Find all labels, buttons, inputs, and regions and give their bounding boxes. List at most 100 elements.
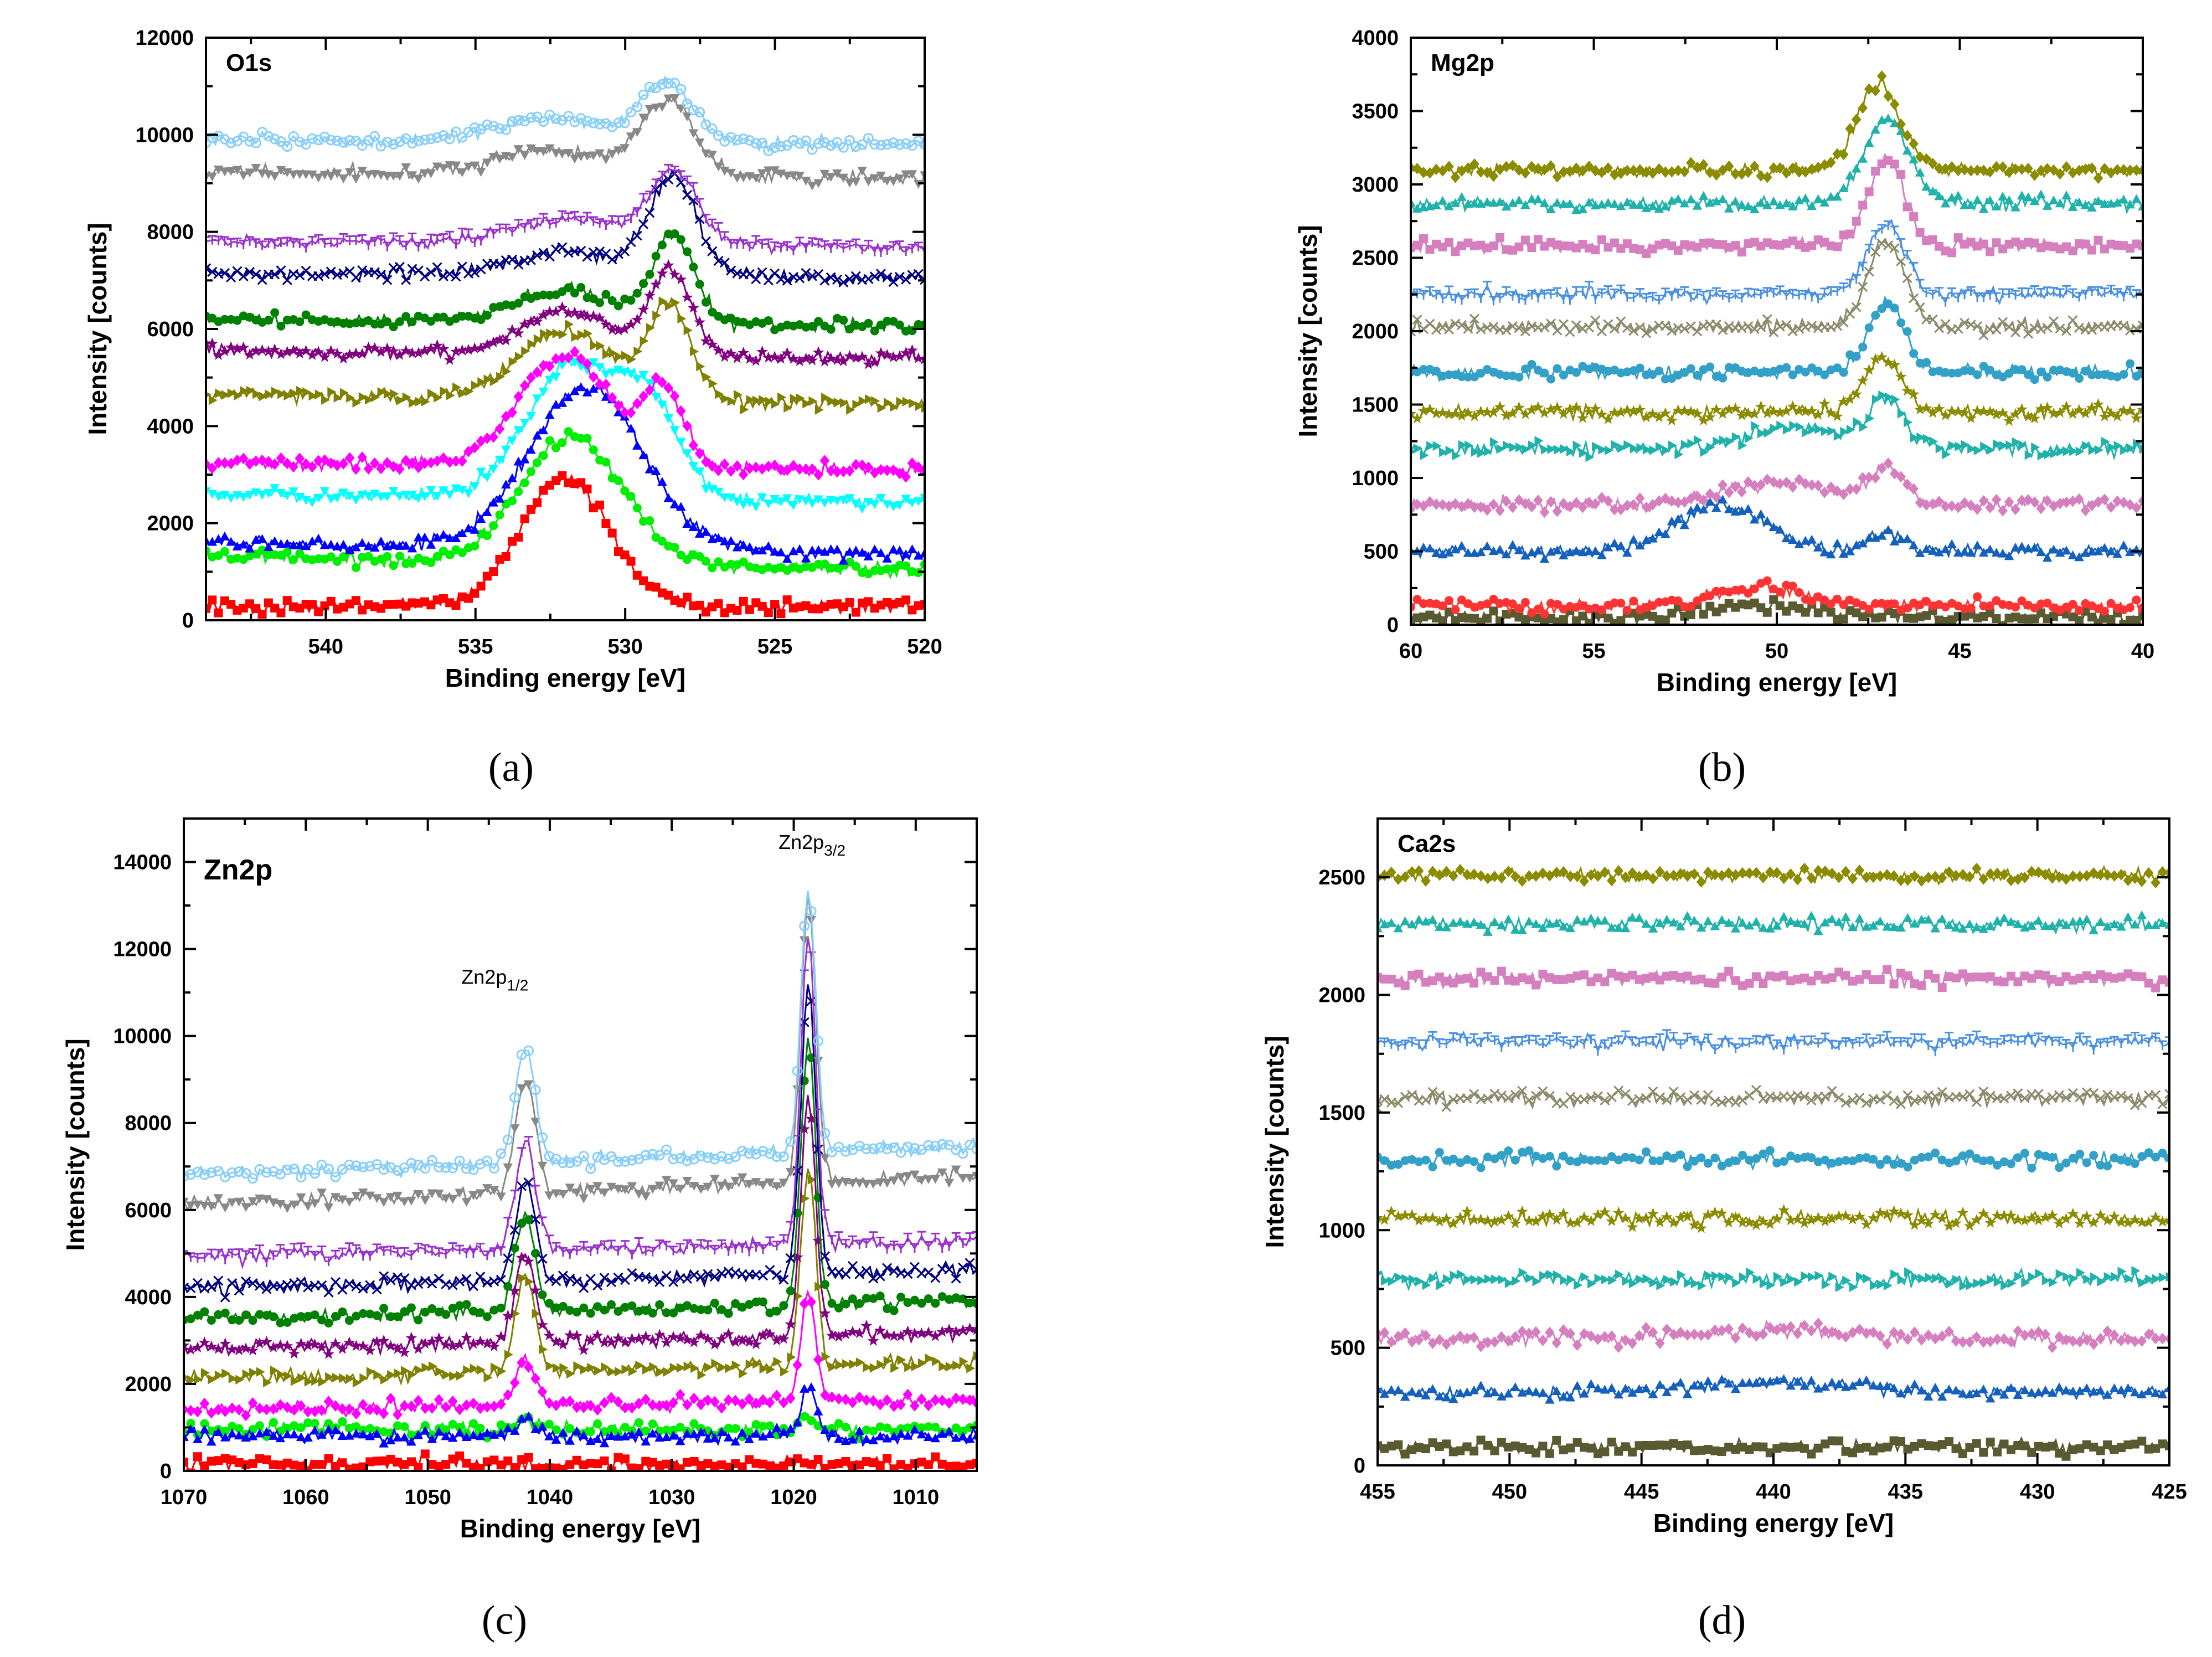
data-point [233, 316, 242, 325]
data-point [276, 608, 286, 617]
data-point [426, 486, 436, 495]
data-point [406, 1250, 416, 1260]
data-point [414, 1463, 423, 1471]
data-point [1552, 1161, 1561, 1171]
data-point [1973, 592, 1982, 601]
data-point [2111, 1272, 2120, 1282]
data-point [654, 1150, 665, 1161]
data-point [1889, 358, 1901, 370]
data-point [689, 346, 699, 357]
data-point [587, 310, 600, 321]
data-point [576, 283, 586, 292]
data-point [1610, 538, 1620, 548]
data-point [463, 523, 473, 533]
data-point [2041, 402, 2053, 413]
data-point [421, 1362, 431, 1373]
data-point [456, 344, 468, 356]
data-point [1896, 1437, 1906, 1446]
data-point [920, 548, 925, 557]
data-point [1991, 161, 2002, 173]
data-point [558, 1247, 568, 1257]
x-tick-label: 50 [1765, 640, 1788, 663]
data-point [414, 241, 423, 252]
data-point [1642, 445, 1652, 455]
data-point [814, 559, 823, 569]
data-point [2049, 286, 2059, 297]
data-point [627, 1268, 637, 1278]
data-point [221, 1368, 231, 1378]
data-point [723, 1153, 734, 1164]
data-point [647, 1274, 658, 1284]
data-point [482, 1251, 492, 1260]
data-point [369, 542, 380, 552]
data-point [945, 1462, 954, 1471]
data-point [1839, 282, 1848, 292]
data-point [563, 352, 574, 364]
data-point [1488, 321, 1499, 332]
data-point [382, 172, 393, 181]
data-point [509, 1092, 520, 1103]
data-point [860, 1319, 873, 1331]
data-point [1648, 1440, 1658, 1450]
data-point [1649, 445, 1658, 455]
data-point [1378, 1211, 1384, 1223]
data-point [238, 539, 249, 549]
data-point [261, 1195, 272, 1205]
data-point [580, 1365, 589, 1375]
data-point [289, 555, 298, 564]
data-point [1807, 1449, 1816, 1459]
data-point [849, 1359, 858, 1370]
data-point [626, 369, 636, 379]
data-point [663, 78, 674, 89]
data-point [1786, 1443, 1796, 1452]
data-point [426, 558, 436, 567]
data-point [937, 1139, 948, 1150]
data-point [703, 1433, 713, 1443]
data-point [1972, 195, 1982, 204]
data-point [883, 316, 892, 326]
data-point [2061, 546, 2071, 555]
chart-title: Zn2p [204, 854, 272, 886]
data-point [1985, 502, 1995, 513]
data-point [264, 542, 274, 552]
data-point [2061, 1452, 2071, 1461]
data-point [2143, 1328, 2154, 1340]
data-point [2027, 1448, 2036, 1457]
data-point [1799, 1381, 1809, 1390]
data-point [331, 1249, 340, 1260]
data-point [457, 455, 467, 467]
data-point [1759, 1278, 1768, 1289]
data-point [920, 600, 925, 609]
data-point [2054, 1382, 2064, 1392]
data-point [468, 342, 481, 354]
data-point [331, 1311, 340, 1321]
data-point [1794, 474, 1804, 486]
data-point [971, 1264, 977, 1275]
data-point [937, 1243, 947, 1253]
data-point [538, 309, 549, 321]
data-point [1916, 432, 1926, 442]
data-point [506, 323, 518, 335]
data-point [300, 344, 312, 356]
data-point [339, 233, 348, 243]
data-point [255, 1194, 265, 1203]
data-point [333, 557, 342, 566]
data-point [870, 326, 879, 336]
data-point [490, 1362, 499, 1373]
data-point [350, 1340, 362, 1351]
data-point [1628, 498, 1639, 511]
x-tick-label: 60 [1399, 640, 1422, 663]
data-point [2157, 1332, 2168, 1345]
data-point [1617, 443, 1626, 453]
data-point [1436, 1280, 1445, 1290]
data-point [1883, 240, 1894, 251]
data-point [1450, 1270, 1459, 1280]
data-point [390, 389, 399, 399]
data-point [441, 1431, 451, 1440]
data-point [1407, 1445, 1417, 1454]
data-point [1862, 1327, 1871, 1339]
data-point [408, 559, 417, 568]
data-point [1960, 547, 1969, 556]
data-point [263, 131, 274, 142]
data-point [326, 317, 336, 327]
